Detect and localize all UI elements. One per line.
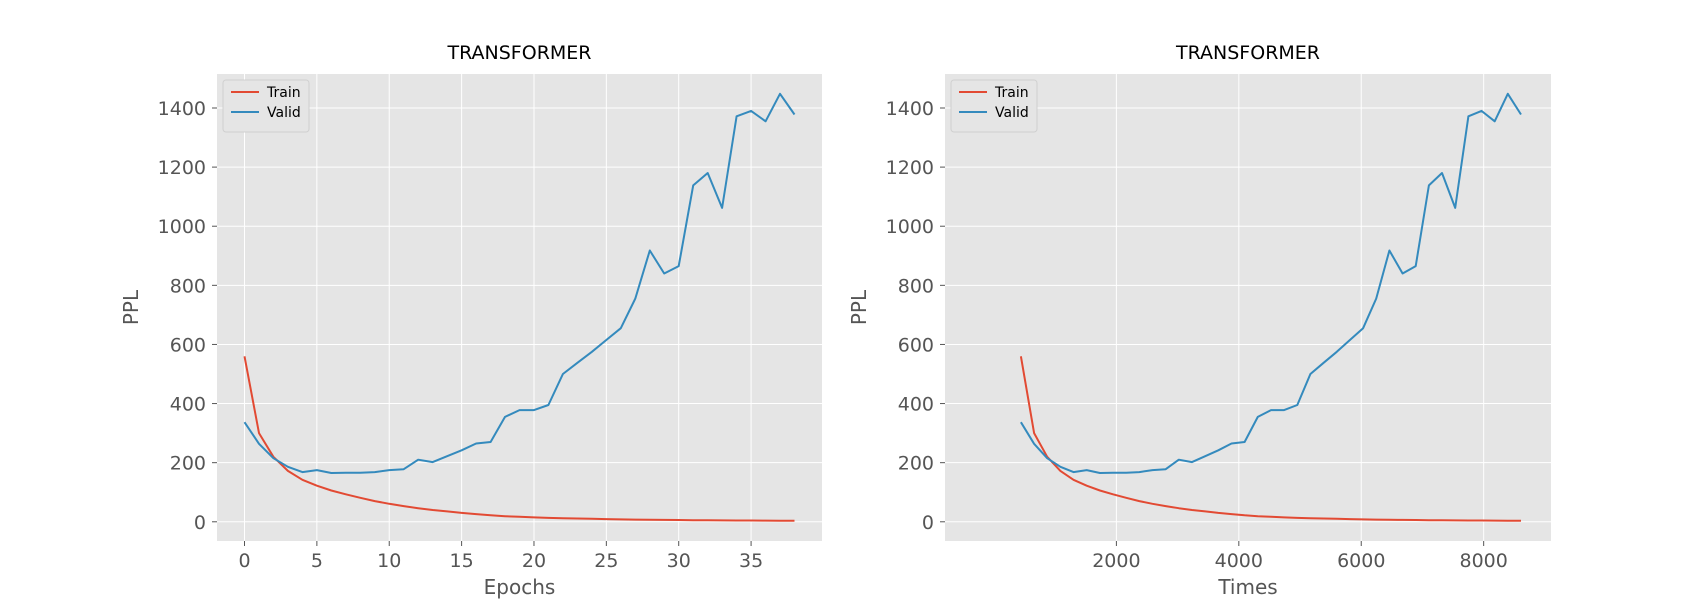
chart-panel-1: 0 5 10 15 20 25 30 35 0 200 400 600 800 1000 1200 1400 T… <box>119 42 822 599</box>
x-axis-label: Times <box>1217 575 1277 599</box>
series-line-valid <box>1020 92 1522 474</box>
y-axis-label: PPL <box>119 289 143 325</box>
x-tick-label: 0 <box>238 550 250 572</box>
y-tick-label: 1000 <box>158 216 206 238</box>
x-tick-label: 30 <box>667 550 691 572</box>
y-tick-label: 0 <box>922 512 934 534</box>
x-tick-label: 8000 <box>1459 550 1507 572</box>
x-tick-label: 2000 <box>1092 550 1140 572</box>
x-tick-label: 6000 <box>1337 550 1385 572</box>
legend-label-valid: Valid <box>995 105 1029 121</box>
x-tick-label: 4000 <box>1215 550 1263 572</box>
chart-title: TRANSFORMER <box>1175 42 1320 64</box>
legend: Train Valid <box>222 79 310 133</box>
x-tick-label: 25 <box>594 550 618 572</box>
plot-background <box>945 74 1551 541</box>
legend: Train Valid <box>950 79 1038 133</box>
y-tick-label: 800 <box>170 275 206 297</box>
y-tick-label: 1200 <box>158 157 206 179</box>
x-tick-label: 35 <box>739 550 763 572</box>
x-tick-label: 20 <box>522 550 546 572</box>
chart-title: TRANSFORMER <box>447 42 592 64</box>
y-tick-label: 0 <box>194 512 206 534</box>
y-tick-label: 400 <box>170 394 206 416</box>
y-tick-label: 200 <box>170 453 206 475</box>
series-line-train <box>1019 356 1521 522</box>
y-tick-label: 1400 <box>886 98 934 120</box>
x-tick-label: 10 <box>377 550 401 572</box>
y-tick-label: 1400 <box>158 98 206 120</box>
y-tick-label: 1000 <box>886 216 934 238</box>
y-axis-label: PPL <box>847 289 871 325</box>
y-tick-label: 600 <box>170 334 206 356</box>
series-line-valid <box>243 92 796 474</box>
chart-panel-2: 2000 4000 6000 8000 0 200 400 600 800 1000 1200 140… <box>847 42 1551 599</box>
x-axis-label: Epochs <box>484 575 556 599</box>
legend-label-valid: Valid <box>267 105 301 121</box>
legend-label-train: Train <box>994 85 1029 101</box>
series-line-train <box>243 356 795 522</box>
y-tick-label: 400 <box>898 394 934 416</box>
x-tick-label: 5 <box>311 550 323 572</box>
legend-label-train: Train <box>266 85 301 101</box>
y-tick-label: 200 <box>898 453 934 475</box>
y-tick-label: 800 <box>898 275 934 297</box>
y-tick-label: 600 <box>898 334 934 356</box>
x-tick-label: 15 <box>450 550 474 572</box>
y-tick-label: 1200 <box>886 157 934 179</box>
